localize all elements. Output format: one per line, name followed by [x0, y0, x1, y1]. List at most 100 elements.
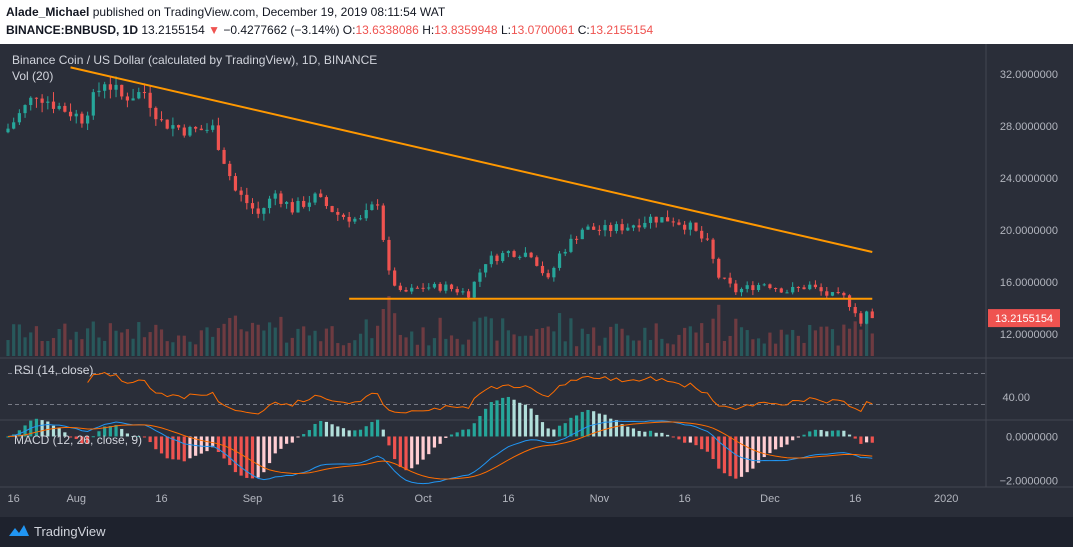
time-tick-label: 16	[8, 493, 20, 505]
macd-histogram-bar	[751, 436, 755, 469]
candle-body	[125, 96, 130, 101]
macd-tick-label: −2.0000000	[1000, 475, 1058, 487]
macd-histogram-bar	[279, 436, 283, 449]
macd-histogram-bar	[637, 430, 641, 437]
volume-bar	[484, 316, 488, 356]
volume-bar	[813, 330, 818, 356]
macd-histogram-bar	[86, 436, 90, 444]
candle-body	[756, 285, 761, 291]
volume-label: Vol (20)	[12, 69, 53, 83]
macd-histogram-bar	[484, 408, 488, 437]
candle-body	[552, 267, 556, 278]
candle-body	[148, 92, 152, 108]
macd-histogram-bar	[677, 436, 681, 440]
time-tick-label: 16	[332, 493, 344, 505]
chart-svg[interactable]: 12.0000000 16.0000000 20.0000000 24.0000000…	[0, 44, 1073, 517]
macd-histogram-bar	[791, 436, 795, 441]
volume-bar	[557, 313, 562, 356]
macd-histogram-bar	[262, 436, 266, 473]
macd-histogram-bar	[734, 436, 738, 479]
candle-body	[864, 311, 869, 324]
volume-bar	[734, 318, 738, 356]
candle-body	[313, 193, 317, 203]
macd-histogram-bar	[131, 436, 135, 438]
macd-histogram-bar	[438, 436, 442, 444]
macd-histogram-bar	[432, 436, 437, 448]
price-tick-label: 28.0000000	[1000, 121, 1058, 133]
tradingview-logo-icon[interactable]	[8, 523, 30, 542]
volume-bar	[796, 335, 800, 356]
macd-histogram-bar	[864, 436, 869, 443]
volume-bar	[358, 333, 363, 356]
macd-histogram-bar	[466, 429, 471, 437]
macd-histogram-bar	[506, 396, 510, 437]
candle-body	[137, 92, 141, 99]
macd-histogram-bar	[222, 436, 226, 459]
volume-bar	[466, 339, 471, 356]
candle-body	[239, 190, 243, 195]
macd-histogram-bar	[313, 423, 317, 437]
macd-histogram-bar	[285, 436, 289, 444]
volume-bar	[575, 346, 579, 356]
candle-body	[472, 281, 476, 298]
candle-body	[80, 113, 84, 124]
macd-histogram-bar	[154, 436, 158, 450]
candle-body	[154, 107, 158, 120]
volume-bar	[194, 344, 198, 356]
volume-bar	[285, 342, 289, 356]
candle-body	[421, 287, 425, 289]
candle-body	[609, 225, 613, 231]
time-tick-label: 16	[502, 493, 514, 505]
candle-body	[199, 128, 203, 131]
volume-bar	[29, 332, 33, 356]
macd-histogram-bar	[91, 436, 95, 438]
candle-body	[165, 119, 169, 129]
candle-body	[569, 238, 573, 252]
candle-body	[830, 292, 835, 296]
macd-histogram-bar	[796, 436, 800, 438]
volume-bar	[393, 313, 397, 356]
macd-histogram-bar	[114, 424, 118, 437]
candle-body	[859, 313, 863, 324]
author-name[interactable]: Alade_Michael	[6, 5, 90, 19]
candle-body	[842, 292, 846, 296]
macd-histogram-bar	[808, 431, 812, 437]
brand-name[interactable]: TradingView	[34, 524, 106, 539]
candle-body	[870, 311, 874, 319]
candle-body	[347, 216, 351, 222]
macd-histogram-bar	[501, 397, 505, 437]
candle-body	[523, 252, 528, 257]
volume-bar	[245, 331, 249, 356]
macd-histogram-bar	[103, 426, 107, 437]
macd-histogram-bar	[393, 436, 397, 460]
volume-bar	[302, 326, 306, 356]
candle-body	[683, 224, 687, 230]
volume-bar	[114, 330, 118, 356]
candle-body	[717, 258, 721, 278]
time-tick-label: Nov	[590, 493, 610, 505]
volume-bar	[171, 342, 175, 356]
candle-body	[665, 217, 670, 222]
candle-body	[751, 285, 755, 291]
volume-bar	[808, 324, 812, 356]
volume-bar	[756, 338, 761, 356]
macd-histogram-bar	[171, 436, 175, 460]
macd-histogram-bar	[557, 425, 562, 437]
volume-bar	[791, 329, 795, 356]
macd-histogram-bar	[330, 424, 334, 437]
volume-bar	[603, 337, 607, 356]
macd-histogram-bar	[398, 436, 402, 468]
candle-body	[847, 295, 852, 307]
macd-histogram-bar	[603, 414, 607, 437]
volume-bar	[296, 328, 300, 356]
price-tick-label: 24.0000000	[1000, 173, 1058, 185]
chart-area[interactable]: 12.0000000 16.0000000 20.0000000 24.0000000…	[0, 44, 1073, 517]
candle-body	[722, 277, 727, 279]
candle-body	[637, 225, 641, 228]
volume-bar	[597, 345, 601, 356]
volume-bar	[859, 329, 863, 356]
macd-histogram-bar	[120, 428, 124, 437]
candle-body	[29, 97, 33, 106]
volume-bar	[131, 338, 135, 356]
open-value: 13.6338086	[355, 23, 419, 37]
